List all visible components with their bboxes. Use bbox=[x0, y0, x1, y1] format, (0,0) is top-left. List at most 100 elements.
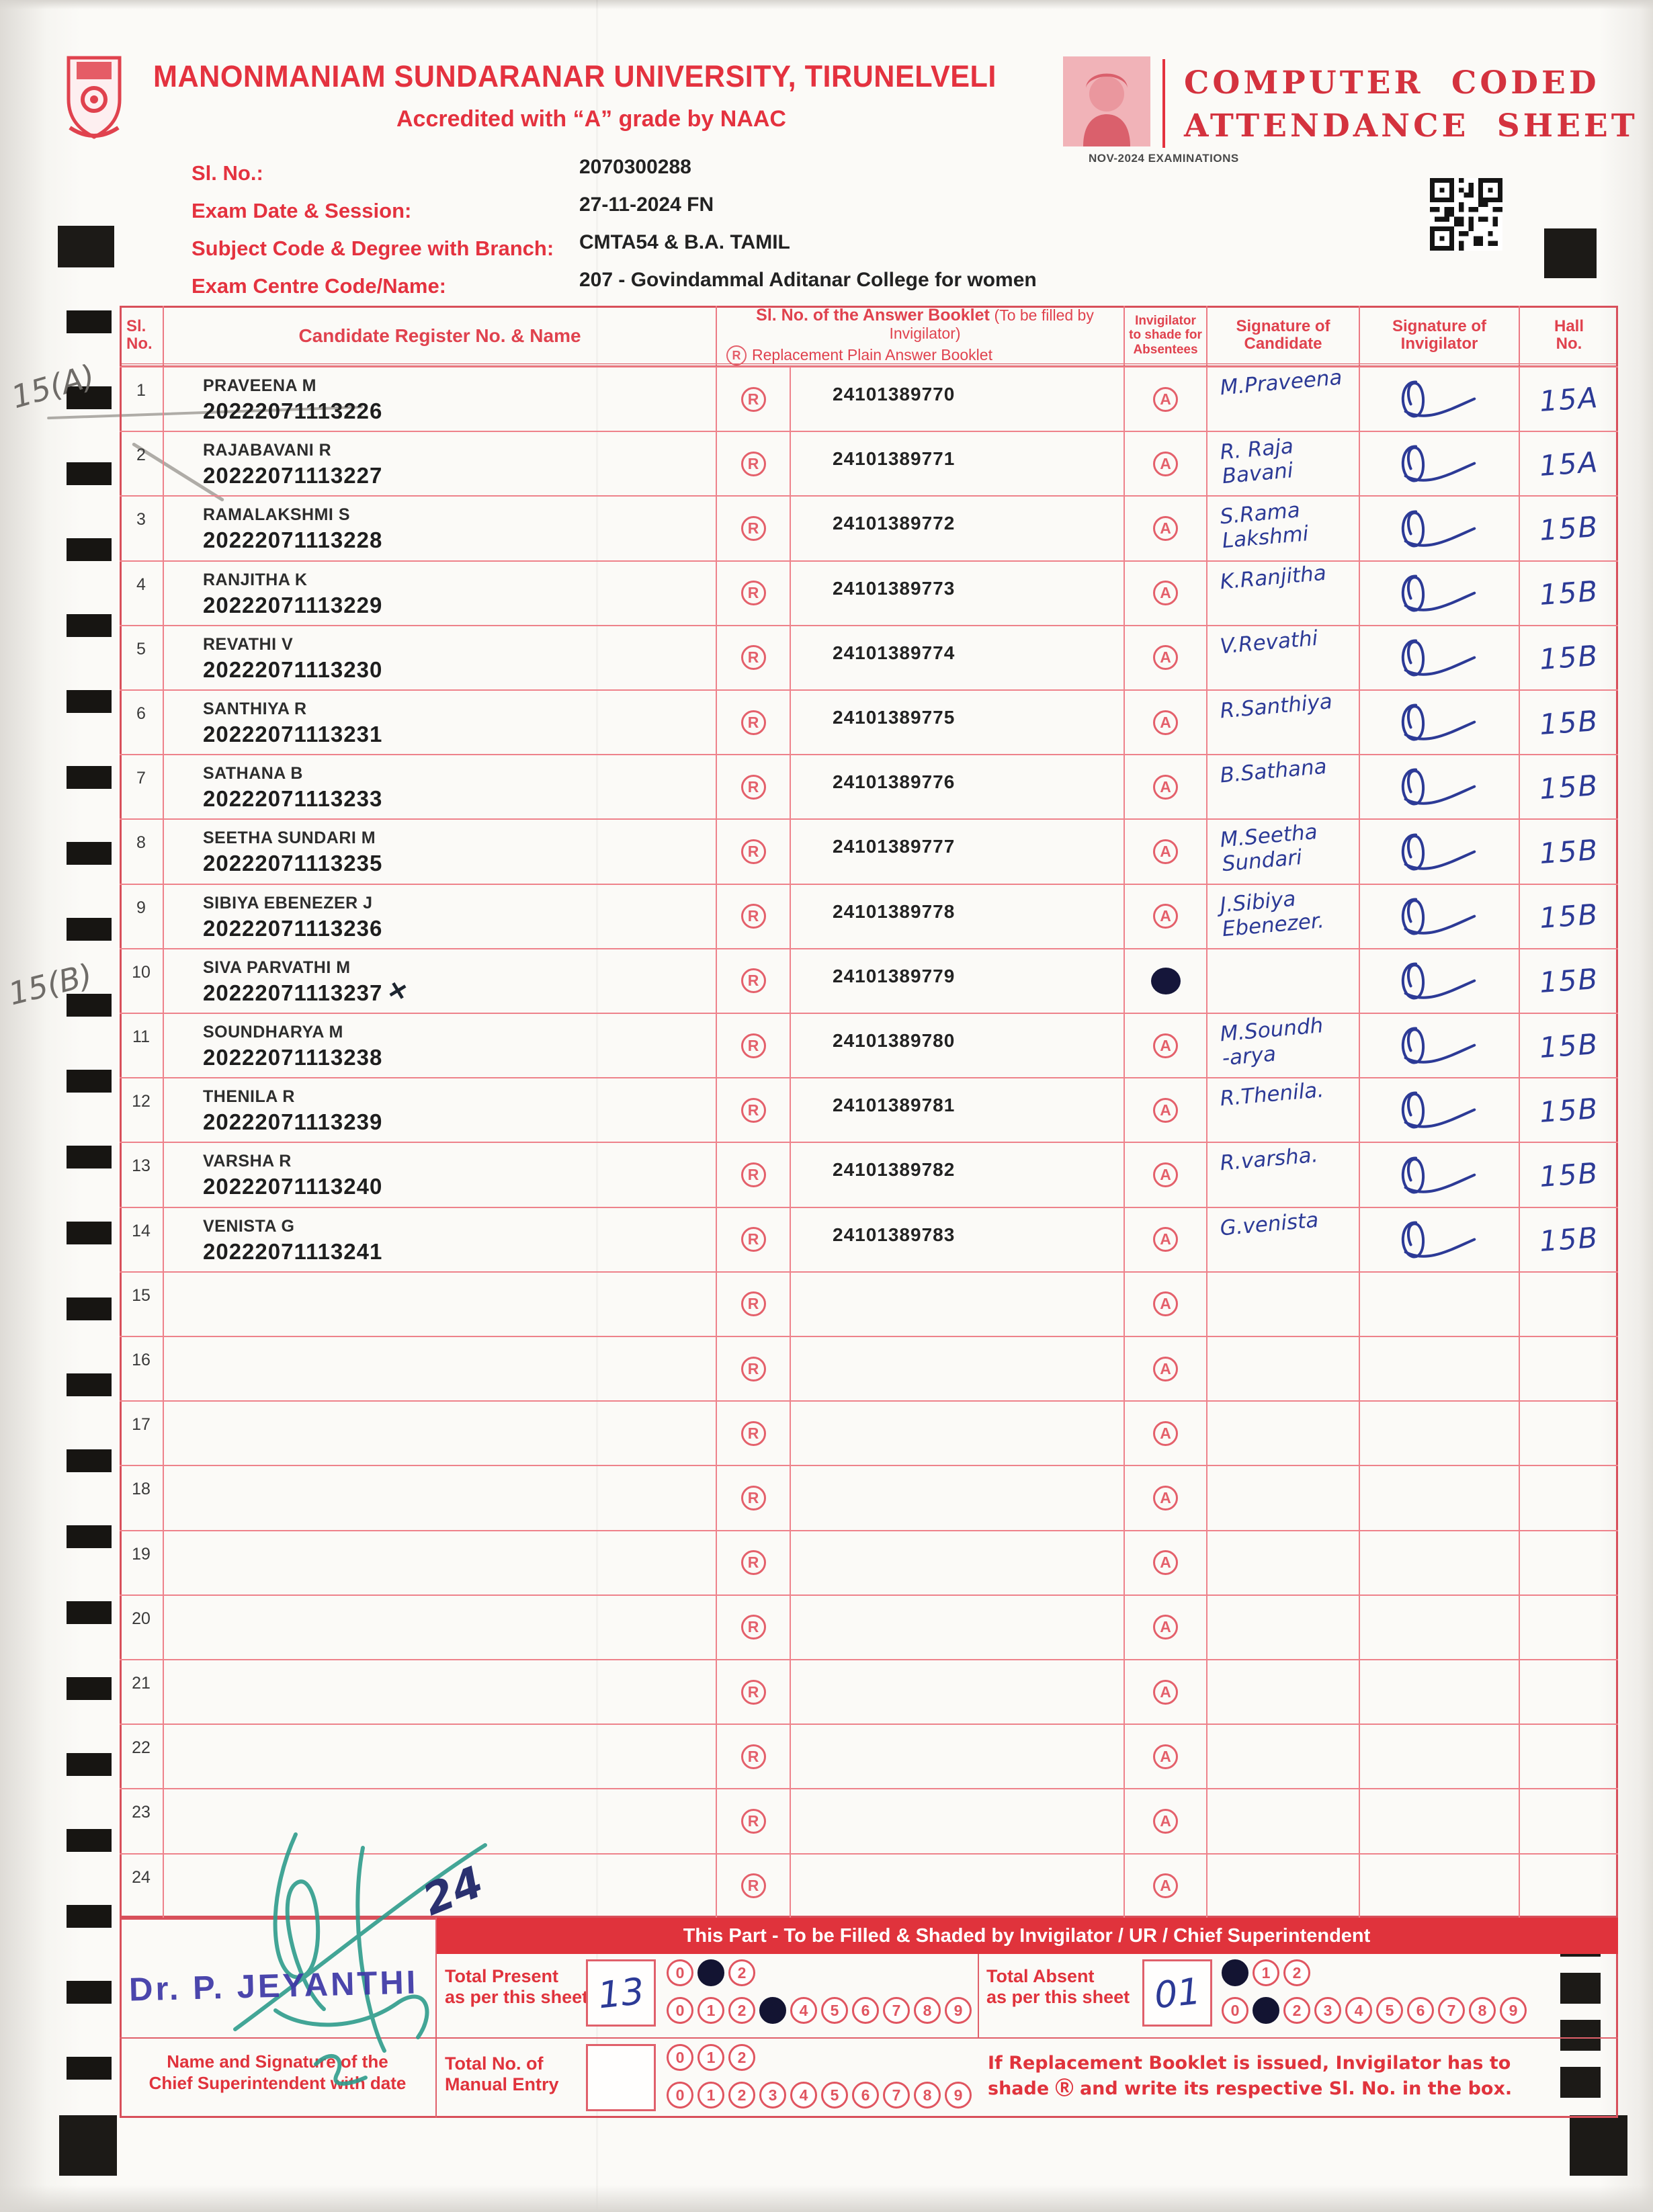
col-header-booklet: Sl. No. of the Answer Booklet (To be fil… bbox=[716, 306, 1124, 366]
row-number: 15 bbox=[132, 1285, 151, 1305]
timing-marks-left bbox=[67, 310, 112, 2084]
register-number-line: 20222071113228 bbox=[203, 527, 716, 553]
register-number: 20222071113236 bbox=[203, 915, 383, 941]
register-number-line: 20222071113235 bbox=[203, 851, 716, 876]
candidate-signature-cell bbox=[1206, 1466, 1359, 1530]
booklet-number: 24101389777 bbox=[790, 820, 1124, 884]
replacement-r-symbol: R bbox=[740, 1679, 766, 1705]
row-number: 12 bbox=[132, 1092, 151, 1111]
registration-mark bbox=[58, 226, 114, 267]
chief-superintendent-label: Name and Signature of the Chief Superinte… bbox=[149, 2051, 407, 2093]
row-number: 2 bbox=[136, 445, 146, 465]
candidate-signature-cell bbox=[1206, 1789, 1359, 1853]
candidate-cell bbox=[163, 1595, 716, 1660]
row-number: 24 bbox=[132, 1867, 151, 1887]
booklet-number bbox=[790, 1854, 1124, 1918]
row-number: 21 bbox=[132, 1674, 151, 1693]
absentee-cell: A bbox=[1124, 1660, 1206, 1724]
absentee-cell: A bbox=[1124, 1078, 1206, 1142]
absentee-cell: A bbox=[1124, 1789, 1206, 1853]
candidate-signature-cell: B.Sathana bbox=[1206, 755, 1359, 819]
invigilator-signature bbox=[1401, 898, 1476, 935]
invigilator-signature-cell bbox=[1359, 884, 1519, 948]
hall-number-cell bbox=[1519, 1854, 1618, 1918]
candidate-signature-cell: S.Rama Lakshmi bbox=[1206, 497, 1359, 560]
invigilator-signature-cell bbox=[1359, 820, 1519, 884]
absentee-cell: A bbox=[1124, 1143, 1206, 1207]
table-row: 18 R A bbox=[120, 1465, 1618, 1530]
replacement-cell: R bbox=[716, 368, 790, 431]
invigilator-signature bbox=[1401, 639, 1476, 677]
candidate-signature-cell bbox=[1206, 1595, 1359, 1660]
exam-session-label: NOV-2024 EXAMINATIONS bbox=[1089, 152, 1239, 165]
absentee-cell: A bbox=[1124, 1402, 1206, 1465]
absentee-cell: A bbox=[1124, 691, 1206, 755]
digit-bubble: 1 bbox=[697, 2044, 724, 2071]
absentee-cell: A bbox=[1124, 1466, 1206, 1530]
absent-a-symbol: A bbox=[1153, 1420, 1178, 1446]
university-logo-icon bbox=[67, 56, 122, 139]
total-absent-value: 01 bbox=[1152, 1969, 1203, 2016]
candidate-signature-cell: M.Soundh -arya bbox=[1206, 1013, 1359, 1078]
absent-a-symbol: A bbox=[1153, 1873, 1178, 1899]
footer-divider-vertical bbox=[435, 1918, 437, 2118]
header-field-row: Subject Code & Degree with Branch: CMTA5… bbox=[192, 231, 1199, 269]
hall-number-cell: 15B bbox=[1519, 1014, 1618, 1078]
register-number: 20222071113228 bbox=[203, 527, 383, 553]
register-number: 20222071113237 bbox=[203, 980, 383, 1005]
booklet-number bbox=[790, 1272, 1124, 1336]
register-number-line: 20222071113239 bbox=[203, 1109, 716, 1135]
replacement-r-symbol: R bbox=[740, 1291, 766, 1317]
candidate-name: REVATHI V bbox=[203, 634, 294, 654]
absent-a-symbol: A bbox=[1153, 1097, 1178, 1123]
table-row: 2 RAJABAVANI R 20222071113227 R 24101389… bbox=[120, 431, 1618, 496]
sheet-title-line2: ATTENDANCE SHEET bbox=[1184, 108, 1638, 144]
hall-number-cell: 15B bbox=[1519, 561, 1618, 625]
digit-bubble: 2 bbox=[1283, 1997, 1310, 2024]
table-row: 3 RAMALAKSHMI S 20222071113228 R 2410138… bbox=[120, 495, 1618, 560]
absent-a-symbol: A bbox=[1153, 839, 1178, 865]
table-body: 1 PRAVEENA M 20222071113226 R 2410138977… bbox=[120, 366, 1618, 1918]
absentee-cell: A bbox=[1124, 884, 1206, 948]
replacement-cell: R bbox=[716, 1078, 790, 1142]
invigilator-signature-cell bbox=[1359, 1337, 1519, 1401]
replacement-note: If Replacement Booklet is issued, Invigi… bbox=[988, 2053, 1513, 2099]
hall-number-cell bbox=[1519, 1725, 1618, 1789]
register-number: 20222071113227 bbox=[203, 463, 383, 488]
field-value: 207 - Govindammal Aditanar College for w… bbox=[579, 269, 1037, 291]
booklet-number: 24101389780 bbox=[790, 1014, 1124, 1078]
candidate-signature: R. Raja Bavani bbox=[1219, 434, 1295, 489]
absentee-cell: A bbox=[1124, 1531, 1206, 1594]
register-number-line: 20222071113226 bbox=[203, 398, 716, 424]
candidate-table-frame bbox=[120, 306, 1618, 1918]
booklet-number: 24101389776 bbox=[790, 755, 1124, 819]
invigilator-signature-cell bbox=[1359, 691, 1519, 755]
total-present-label: Total Present as per this sheet bbox=[445, 1966, 589, 2007]
candidate-cell: VENISTA G 20222071113241 bbox=[163, 1207, 716, 1271]
scan-streak bbox=[596, 0, 598, 2212]
hall-number-cell bbox=[1519, 1402, 1618, 1465]
booklet-number: 24101389781 bbox=[790, 1078, 1124, 1142]
invigilator-signature bbox=[1401, 704, 1476, 741]
replacement-cell: R bbox=[716, 1466, 790, 1530]
replacement-cell: R bbox=[716, 1207, 790, 1271]
replacement-r-symbol: R bbox=[740, 968, 766, 994]
hall-number-cell: 15B bbox=[1519, 1207, 1618, 1271]
candidate-cell bbox=[163, 1466, 716, 1530]
hall-number-cell: 15A bbox=[1519, 368, 1618, 431]
booklet-number bbox=[790, 1466, 1124, 1530]
digit-bubble: 2 bbox=[728, 2082, 755, 2109]
hall-number-cell: 15B bbox=[1519, 497, 1618, 560]
register-number-line: 20222071113238 bbox=[203, 1045, 716, 1070]
register-number: 20222071113231 bbox=[203, 722, 383, 747]
digit-bubble: 6 bbox=[852, 1997, 879, 2024]
absent-a-symbol: A bbox=[1153, 1550, 1178, 1576]
invigilator-signature-cell bbox=[1359, 1660, 1519, 1724]
col-header-candidate: Candidate Register No. & Name bbox=[163, 306, 716, 366]
table-row: 15 R A bbox=[120, 1271, 1618, 1336]
absentee-cell: A bbox=[1124, 1595, 1206, 1660]
table-row: 23 R A bbox=[120, 1788, 1618, 1853]
digit-bubble: 5 bbox=[821, 2082, 848, 2109]
hall-number-cell bbox=[1519, 1466, 1618, 1530]
hall-number: 15B bbox=[1538, 639, 1600, 677]
